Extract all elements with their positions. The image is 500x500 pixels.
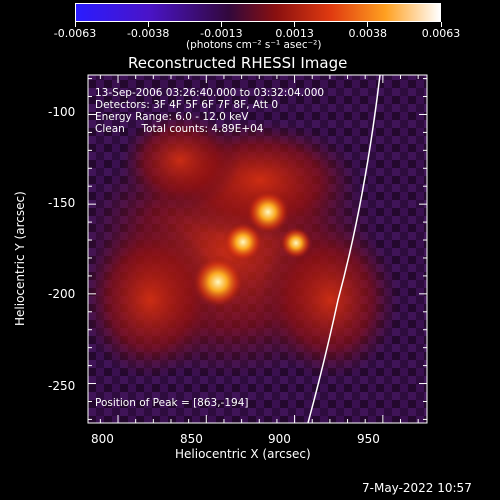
axis-ticks: [88, 75, 427, 423]
colorbar-tick-label: 0.0038: [348, 27, 388, 40]
x-tick-label: 850: [180, 432, 203, 446]
x-axis-label: Heliocentric X (arcsec): [175, 447, 311, 461]
annotation-energy: Energy Range: 6.0 - 12.0 keV: [95, 111, 249, 123]
colorbar-tick-label: 0.0063: [421, 27, 461, 40]
colorbar-tick: [367, 22, 369, 27]
x-tick-label: 950: [357, 432, 380, 446]
colorbar: [75, 3, 441, 22]
colorbar-tick: [294, 22, 296, 27]
plot-frame: [87, 74, 428, 424]
peak-source: [192, 256, 244, 308]
colorbar-gradient: [76, 4, 440, 21]
colorbar-tick-label: -0.0063: [53, 27, 97, 40]
y-axis-label: Heliocentric Y (arcsec): [13, 191, 27, 326]
colorbar-tick: [220, 22, 222, 27]
source-blob: [280, 227, 312, 259]
x-tick-label: 800: [91, 432, 114, 446]
timestamp: 7-May-2022 10:57: [362, 481, 472, 495]
y-tick-label: -200: [48, 287, 76, 301]
y-tick-label: -250: [48, 379, 76, 393]
colorbar-tick-label: -0.0013: [200, 27, 243, 40]
colorbar-unit-label: (photons cm⁻² s⁻¹ asec⁻²): [186, 39, 322, 51]
colorbar-tick: [440, 22, 442, 27]
y-tick-label: -100: [48, 105, 76, 119]
annotation-time: 13-Sep-2006 03:26:40.000 to 03:32:04.000: [95, 87, 325, 99]
colorbar-tick: [147, 22, 149, 27]
colorbar-tick-label: -0.0038: [126, 27, 170, 40]
colorbar-tick: [74, 22, 76, 27]
annotation-clean: Clean Total counts: 4.89E+04: [95, 123, 264, 135]
source-blob: [223, 222, 263, 262]
solar-limb: [307, 75, 381, 423]
x-tick-label: 900: [268, 432, 291, 446]
peak-position-label: Position of Peak = [863,-194]: [95, 397, 249, 409]
colorbar-tick-label: 0.0013: [275, 27, 314, 40]
annotation-detectors: Detectors: 3F 4F 5F 6F 7F 8F, Att 0: [95, 99, 279, 111]
plot-title: Reconstructed RHESSI Image: [128, 54, 348, 72]
y-tick-label: -150: [48, 196, 76, 210]
source-blob: [246, 190, 290, 234]
